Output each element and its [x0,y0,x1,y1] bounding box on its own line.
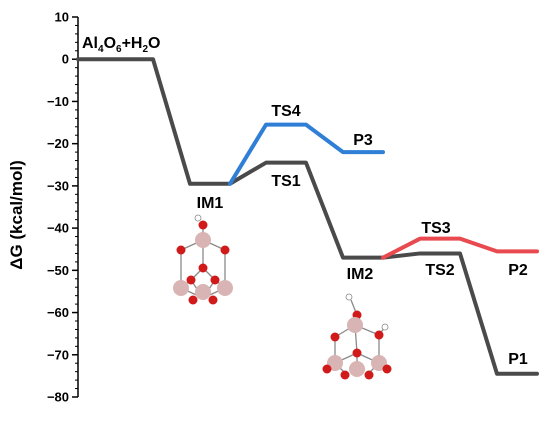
energy-paths [76,57,539,376]
y-tick-label: −50 [47,263,69,278]
y-tick-label: 0 [62,52,69,67]
state-labels: Al4O6+H2O IM1 TS1 IM2 TS2 P1 TS3 P2 TS4 P3 [82,35,528,368]
state-label-ts1: TS1 [271,173,300,190]
series-line [381,236,539,260]
y-tick-label: −30 [47,178,69,193]
y-axis: 10 0 −10 −20 −30 −40 −50 −60 −70 −80 [47,10,79,405]
state-label-ts2: TS2 [425,262,454,279]
state-label-p2: P2 [508,262,528,279]
y-tick-label: −40 [47,221,69,236]
state-label-im1: IM1 [197,195,224,212]
series-line [76,57,539,376]
y-tick-label: −60 [47,305,69,320]
im1-molecule-structure [173,214,233,305]
y-tick-label: −80 [47,390,69,405]
y-axis-title: ΔG (kcal/mol) [7,160,26,270]
y-tick-label: −20 [47,136,69,151]
y-tick-label: 10 [55,10,69,25]
state-label-ts3: TS3 [421,220,450,237]
y-tick-label: −70 [47,347,69,362]
series-line [228,122,385,186]
state-label-p3: P3 [353,132,373,149]
y-tick-label: −10 [47,94,69,109]
state-label-p1: P1 [508,351,528,368]
state-label-reactant: Al4O6+H2O [82,35,161,55]
state-label-ts4: TS4 [271,103,300,120]
state-label-im2: IM2 [347,266,374,283]
im2-molecule-structure [322,293,392,380]
